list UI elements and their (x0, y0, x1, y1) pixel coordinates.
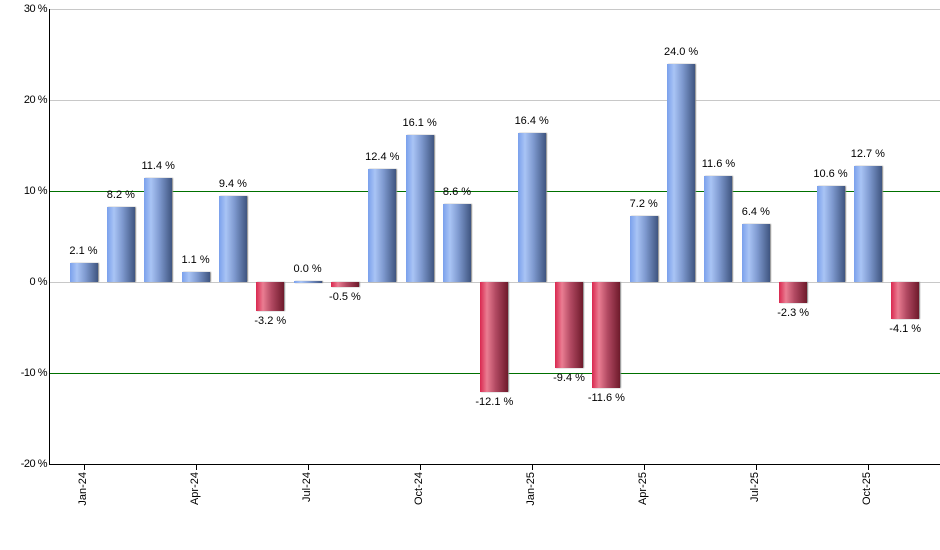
y-tick-label: 0 % (29, 276, 48, 288)
bar-value-label: 12.7 % (850, 148, 885, 161)
bar-value-label: 24.0 % (663, 45, 699, 58)
reference-line (50, 191, 940, 192)
bar-aug-24 (330, 282, 359, 287)
x-tick (84, 464, 85, 470)
x-tick-label: Jan-25 (524, 472, 537, 506)
x-tick-label: Oct-25 (860, 472, 873, 506)
bar-nov-25 (891, 282, 920, 320)
bar-jul-25 (741, 223, 770, 282)
bar-value-label: 11.4 % (141, 160, 175, 173)
bar-value-label: 16.4 % (514, 114, 549, 127)
x-axis-line (49, 464, 940, 465)
bar-value-label: -12.1 % (475, 396, 514, 409)
x-tick (420, 464, 421, 470)
y-tick-label: 20 % (23, 94, 48, 106)
gridline (50, 100, 940, 101)
bar-apr-25 (629, 216, 658, 282)
y-tick-label: -20 % (20, 458, 48, 470)
bar-value-label: -3.2 % (254, 315, 287, 328)
x-tick (644, 464, 645, 470)
bar-aug-25 (779, 282, 808, 303)
bar-feb-25 (555, 282, 584, 368)
bar-jan-25 (517, 132, 546, 282)
x-tick-label: Jul-24 (300, 472, 313, 502)
bar-oct-24 (405, 135, 434, 282)
bar-dec-24 (480, 282, 509, 393)
bar-oct-25 (853, 166, 882, 282)
bar-jun-25 (704, 176, 733, 282)
bar-apr-24 (181, 271, 210, 282)
bar-value-label: 1.1 % (181, 253, 210, 266)
bar-value-label: 8.2 % (106, 189, 135, 202)
bar-value-label: 6.4 % (741, 205, 770, 218)
y-axis-line (49, 9, 50, 465)
bar-may-24 (218, 196, 247, 282)
bar-sep-24 (368, 169, 397, 282)
gridline (50, 9, 940, 10)
bar-mar-25 (592, 282, 621, 388)
bar-value-label: -11.6 % (587, 391, 625, 404)
bar-jan-24 (69, 262, 98, 282)
bar-sep-25 (816, 185, 845, 282)
x-tick (308, 464, 309, 470)
y-tick-label: 30 % (23, 3, 48, 15)
bar-value-label: 9.4 % (218, 178, 247, 191)
bar-value-label: 7.2 % (629, 198, 658, 211)
bar-value-label: 0.0 % (293, 263, 322, 275)
bar-jul-24 (293, 281, 322, 283)
bar-value-label: 8.6 % (442, 185, 472, 198)
x-tick (868, 464, 869, 470)
x-tick-label: Jan-24 (76, 472, 89, 506)
bar-feb-24 (106, 207, 135, 282)
x-tick-label: Apr-25 (636, 472, 649, 506)
bar-value-label: -0.5 % (329, 290, 361, 303)
x-tick-label: Oct-24 (412, 472, 425, 506)
bar-value-label: -2.3 % (777, 306, 810, 319)
bar-value-label: 12.4 % (365, 151, 400, 164)
bar-value-label: 10.6 % (813, 167, 848, 180)
bar-mar-24 (144, 178, 173, 282)
bar-value-label: 11.6 % (701, 158, 736, 171)
y-tick-label: 10 % (23, 185, 48, 197)
bar-value-label: -4.1 % (889, 323, 922, 336)
x-tick-label: Jul-25 (748, 472, 761, 502)
x-tick (532, 464, 533, 470)
x-tick-label: Apr-24 (188, 472, 201, 506)
x-tick (756, 464, 757, 470)
bar-nov-24 (443, 203, 471, 282)
bar-may-25 (667, 63, 696, 282)
bar-value-label: -9.4 % (553, 371, 585, 384)
bar-value-label: 2.1 % (69, 244, 98, 257)
bar-value-label: 16.1 % (402, 117, 437, 130)
y-tick-label: -10 % (20, 367, 48, 379)
bar-jun-24 (256, 282, 285, 312)
x-tick (196, 464, 197, 470)
